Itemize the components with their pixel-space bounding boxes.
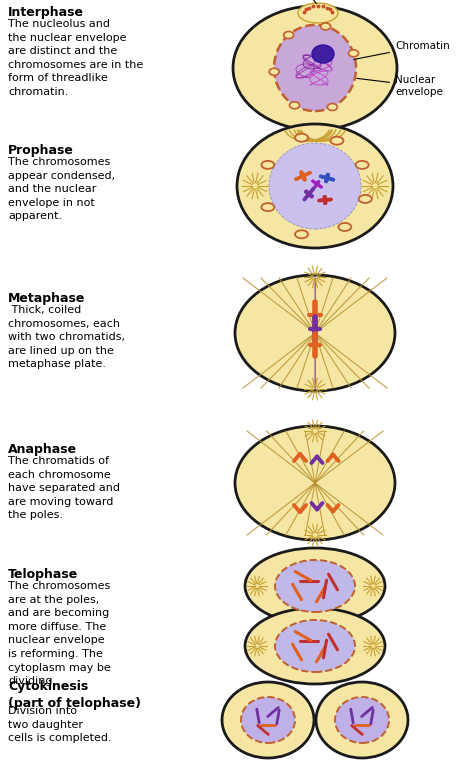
Ellipse shape <box>269 68 279 75</box>
Ellipse shape <box>222 682 314 758</box>
Ellipse shape <box>235 275 395 391</box>
Ellipse shape <box>261 161 274 169</box>
Ellipse shape <box>339 223 352 231</box>
Text: Prophase: Prophase <box>8 144 74 157</box>
Text: Anaphase: Anaphase <box>8 443 77 456</box>
Ellipse shape <box>274 25 356 111</box>
Ellipse shape <box>241 697 295 743</box>
Ellipse shape <box>320 23 331 30</box>
Ellipse shape <box>237 124 393 248</box>
Ellipse shape <box>356 161 369 169</box>
Ellipse shape <box>295 134 308 142</box>
Text: The chromosomes
appear condensed,
and the nuclear
envelope in not
apparent.: The chromosomes appear condensed, and th… <box>8 157 115 221</box>
Ellipse shape <box>245 608 385 684</box>
Text: The chromosomes
are at the poles,
and are becoming
more diffuse. The
nuclear env: The chromosomes are at the poles, and ar… <box>8 581 111 686</box>
Text: Telophase: Telophase <box>8 568 78 581</box>
Text: Thick, coiled
chromosomes, each
with two chromatids,
are lined up on the
metapha: Thick, coiled chromosomes, each with two… <box>8 305 125 369</box>
Text: Nuclear
envelope: Nuclear envelope <box>357 75 443 97</box>
Ellipse shape <box>269 143 361 229</box>
Ellipse shape <box>233 6 397 130</box>
Text: Cytokinesis
(part of telophase): Cytokinesis (part of telophase) <box>8 680 141 710</box>
Ellipse shape <box>331 137 344 144</box>
Ellipse shape <box>284 31 293 38</box>
Text: Nucleolus: Nucleolus <box>274 0 325 4</box>
Text: Interphase: Interphase <box>8 6 84 19</box>
Text: The nucleolus and
the nuclear envelope
are distinct and the
chromosomes are in t: The nucleolus and the nuclear envelope a… <box>8 19 143 97</box>
Ellipse shape <box>349 50 359 57</box>
Text: Chromatin: Chromatin <box>354 41 450 59</box>
Ellipse shape <box>290 102 299 109</box>
Ellipse shape <box>295 230 308 238</box>
Ellipse shape <box>275 560 355 612</box>
Ellipse shape <box>298 3 338 23</box>
Ellipse shape <box>235 426 395 540</box>
Ellipse shape <box>316 682 408 758</box>
Ellipse shape <box>245 548 385 624</box>
Ellipse shape <box>327 104 337 111</box>
Text: The chromatids of
each chromosome
have separated and
are moving toward
the poles: The chromatids of each chromosome have s… <box>8 456 120 521</box>
Ellipse shape <box>312 45 334 63</box>
Text: Metaphase: Metaphase <box>8 292 86 305</box>
Ellipse shape <box>261 203 274 211</box>
Text: Division into
two daughter
cells is completed.: Division into two daughter cells is comp… <box>8 706 112 743</box>
Ellipse shape <box>275 620 355 672</box>
Ellipse shape <box>359 195 372 203</box>
Ellipse shape <box>335 697 389 743</box>
